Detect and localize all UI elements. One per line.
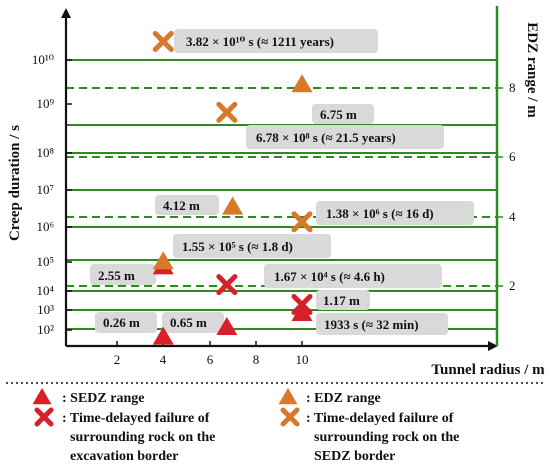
x-axis-title: Tunnel radius / m: [431, 362, 545, 378]
y-tick-label: 10⁹: [36, 96, 54, 111]
y2-tick-labels: 2 4 6 8: [509, 80, 516, 293]
legend-edz-marker: [278, 388, 298, 405]
annotation-text: 0.26 m: [103, 315, 140, 330]
legend-sedz-failure-label: : Time-delayed failure of: [306, 411, 454, 426]
sedz-failure-marker: [291, 211, 313, 233]
annotation-text: 0.65 m: [170, 315, 207, 330]
edz-range-marker: [152, 251, 174, 270]
annotation-text: 4.12 m: [163, 198, 200, 213]
sedz-range-marker: [216, 317, 238, 335]
y2-axis-ticks: [497, 87, 503, 287]
y2-tick-label: 2: [509, 278, 516, 293]
annotation-box: [162, 312, 224, 333]
x-tick-labels: 2 4 6 8 10: [114, 352, 309, 367]
excavation-failure-marker: [291, 293, 313, 315]
annotation-box: [246, 125, 444, 149]
excavation-failure-marker: [216, 274, 238, 296]
axes: [61, 6, 499, 351]
x-tick-label: 10: [296, 352, 309, 367]
y2-tick-label: 6: [509, 149, 516, 164]
y-tick-label: 10⁶: [36, 219, 54, 234]
sedz-failure-marker: [152, 30, 174, 52]
annotation-text: 6.78 × 10⁸ s (≈ 21.5 years): [256, 130, 396, 145]
annotation-box: [312, 104, 374, 124]
y-axis-arrow: [61, 8, 71, 18]
y2-tick-label: 8: [509, 80, 516, 95]
y-tick-label: 10¹⁰: [32, 52, 54, 67]
y-axis-ticks: [66, 59, 72, 331]
annotation-boxes: [90, 29, 474, 335]
x-tick-label: 2: [114, 352, 121, 367]
y2-tick-label: 4: [509, 209, 516, 224]
legend-excavation-failure-label: surrounding rock on the: [70, 430, 215, 445]
annotation-texts: 3.82 × 10¹⁰ s (≈ 1211 years) 6.75 m 6.78…: [98, 34, 434, 332]
annotation-box: [264, 264, 442, 288]
legend-excavation-failure-label: excavation border: [70, 449, 178, 464]
legend-excavation-failure-icon: [34, 407, 54, 427]
annotation-box: [316, 313, 448, 335]
sedz-range-marker: [152, 326, 174, 345]
y2-axis-title: EDZ range / m: [524, 22, 540, 118]
data-markers: [152, 30, 313, 345]
legend-excavation-failure-marker: [34, 407, 54, 427]
y-tick-label: 10²: [37, 322, 54, 337]
legend-sedz-icon: [32, 388, 52, 405]
legend: : SEDZ range : EDZ range : Time-delayed …: [32, 388, 459, 464]
annotation-text: 1.55 × 10⁵ s (≈ 1.8 d): [182, 239, 293, 254]
sedz-range-marker: [291, 303, 313, 321]
annotation-text: 1.67 × 10⁴ s (≈ 4.6 h): [274, 269, 385, 284]
annotation-text: 2.55 m: [98, 268, 135, 283]
legend-sedz-failure-label: SEDZ border: [314, 449, 395, 464]
annotation-box: [316, 201, 474, 225]
legend-sedz-failure-icon: [280, 407, 300, 427]
annotation-box: [90, 264, 156, 285]
legend-sedz-marker: [32, 388, 52, 405]
y-tick-label: 10⁸: [36, 145, 54, 160]
annotation-box: [174, 29, 378, 53]
horizontal-gridlines: [66, 59, 497, 330]
legend-sedz-failure-label: surrounding rock on the: [314, 430, 459, 445]
legend-sedz-label: : SEDZ range: [62, 391, 144, 406]
annotation-text: 3.82 × 10¹⁰ s (≈ 1211 years): [186, 34, 334, 49]
legend-excavation-failure-label: : Time-delayed failure of: [62, 411, 210, 426]
y-tick-label: 10⁴: [36, 283, 54, 298]
legend-edz-icon: [278, 388, 298, 405]
edz-range-marker: [222, 196, 244, 215]
legend-sedz-failure-marker: [280, 407, 300, 427]
annotation-box: [316, 290, 370, 310]
y-axis-title: Creep duration / s: [7, 125, 23, 241]
y-tick-label: 10⁷: [36, 182, 54, 197]
annotation-box: [173, 234, 331, 258]
annotation-box: [95, 312, 157, 333]
annotation-text: 1.38 × 10⁶ s (≈ 16 d): [326, 206, 434, 221]
edz-range-marker: [291, 74, 313, 93]
x-tick-label: 6: [207, 352, 214, 367]
annotation-box: [155, 195, 219, 215]
legend-edz-label: : EDZ range: [306, 391, 381, 406]
y-tick-labels: 10² 10³ 10⁴ 10⁵ 10⁶ 10⁷ 10⁸ 10⁹ 10¹⁰: [32, 52, 55, 337]
x-tick-label: 8: [253, 352, 260, 367]
x-axis-arrow: [488, 341, 498, 351]
annotation-text: 6.75 m: [320, 107, 357, 122]
annotation-text: 1.17 m: [323, 293, 360, 308]
x-tick-label: 4: [160, 352, 167, 367]
sedz-failure-marker: [216, 101, 238, 123]
y-tick-label: 10³: [37, 302, 54, 317]
y-tick-label: 10⁵: [36, 254, 54, 269]
annotation-text: 1933 s (≈ 32 min): [324, 317, 419, 332]
